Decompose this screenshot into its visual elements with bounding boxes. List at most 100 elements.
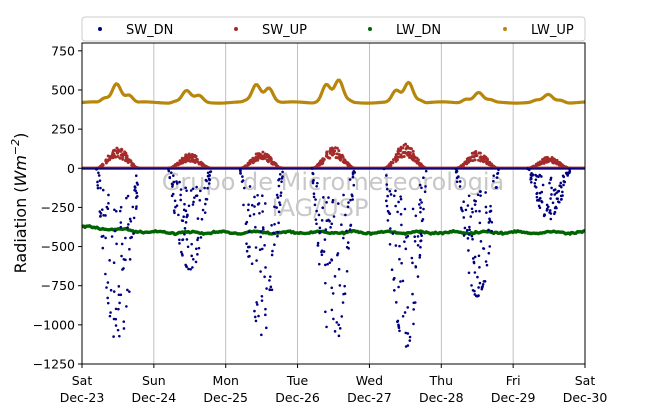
SW_DN-point xyxy=(312,195,316,199)
SW_DN-point xyxy=(253,195,256,199)
SW_DN-point xyxy=(384,174,388,177)
y-tick-label: 750 xyxy=(51,43,75,58)
SW_DN-point xyxy=(393,276,396,280)
SW_DN-point xyxy=(318,230,322,234)
SW_DN-point xyxy=(205,179,208,183)
SW_DN-point xyxy=(389,227,392,230)
SW_DN-point xyxy=(320,249,324,252)
SW_DN-point xyxy=(183,232,186,236)
SW_DN-point xyxy=(353,171,357,174)
SW_DN-point xyxy=(416,243,420,247)
SW_UP-point xyxy=(396,149,400,153)
SW_DN-point xyxy=(196,217,200,220)
SW_DN-point xyxy=(187,267,190,271)
SW_DN-point xyxy=(250,262,254,266)
SW_UP-point xyxy=(131,163,135,167)
x-tick-weekday: Fri xyxy=(506,373,521,388)
SW_DN-point xyxy=(260,299,264,302)
SW_DN-point xyxy=(420,234,423,238)
SW_DN-point xyxy=(561,190,564,194)
SW_UP-point xyxy=(482,154,486,158)
SW_DN-point xyxy=(411,207,415,211)
SW_DN-point xyxy=(124,258,127,262)
SW_DN-point xyxy=(325,201,328,204)
SW_DN-point xyxy=(130,235,133,239)
SW_DN-point xyxy=(122,320,126,323)
SW_DN-point xyxy=(343,284,346,288)
SW_UP-point xyxy=(408,151,412,155)
y-axis: −1250 −1000 −750 −500 −250 0 250 500 750 xyxy=(33,43,82,372)
SW_DN-point xyxy=(182,215,185,219)
SW_DN-point xyxy=(135,191,139,195)
SW_DN-point xyxy=(487,251,491,255)
SW_DN-point xyxy=(474,209,478,213)
SW_UP-point xyxy=(481,160,485,164)
SW_DN-point xyxy=(101,188,105,192)
SW_DN-point xyxy=(173,199,177,203)
SW_DN-point xyxy=(411,292,414,296)
SW_DN-point xyxy=(551,201,555,205)
SW_UP-point xyxy=(260,157,264,161)
SW_DN-point xyxy=(403,207,407,211)
SW_DN-point xyxy=(422,207,425,211)
SW_UP-point xyxy=(551,157,555,161)
SW_DN-point xyxy=(253,205,256,208)
SW_DN-point xyxy=(259,270,262,273)
SW_DN-point xyxy=(481,282,485,286)
y-tick-label: 250 xyxy=(51,122,75,137)
SW_DN-point xyxy=(119,221,123,224)
SW_DN-point xyxy=(393,289,396,292)
SW_UP-point xyxy=(178,161,182,165)
SW_DN-point xyxy=(527,167,530,171)
SW_DN-point xyxy=(531,173,535,176)
SW_DN-point xyxy=(118,301,121,305)
SW_DN-point xyxy=(408,339,412,342)
legend-label-LW_UP: LW_UP xyxy=(531,23,574,38)
SW_DN-point xyxy=(106,296,109,300)
SW_DN-point xyxy=(404,345,408,348)
SW_DN-point xyxy=(562,175,566,179)
SW_DN-point xyxy=(206,171,210,175)
SW_DN-point xyxy=(394,244,398,247)
SW_UP-point xyxy=(331,153,335,157)
SW_DN-point xyxy=(315,209,318,213)
SW_DN-point xyxy=(114,307,118,311)
x-tick-date: Dec-25 xyxy=(203,390,248,405)
SW_DN-point xyxy=(326,262,329,266)
SW_DN-point xyxy=(477,254,481,258)
SW_DN-point xyxy=(254,246,258,249)
SW_UP-point xyxy=(542,160,546,164)
SW_DN-point xyxy=(129,219,133,223)
SW_DN-point xyxy=(473,255,477,259)
y-tick-label: 500 xyxy=(51,82,75,97)
SW_DN-point xyxy=(316,241,320,245)
SW_DN-point xyxy=(265,326,268,330)
SW_DN-point xyxy=(199,236,203,239)
SW_DN-point xyxy=(261,194,264,198)
SW_DN-point xyxy=(177,213,180,217)
SW_DN-point xyxy=(209,170,213,173)
SW_DN-point xyxy=(106,301,110,305)
SW_UP-point xyxy=(201,163,205,167)
SW_DN-point xyxy=(394,204,397,208)
SW_DN-point xyxy=(275,193,279,197)
SW_DN-point xyxy=(398,244,401,248)
SW_DN-point xyxy=(399,197,403,201)
SW_DN-point xyxy=(422,176,425,180)
SW_DN-point xyxy=(401,279,405,283)
SW_DN-point xyxy=(310,166,314,170)
SW_DN-point xyxy=(488,219,492,223)
SW_UP-point xyxy=(479,156,483,160)
SW_UP-point xyxy=(399,145,403,149)
y-axis-title: Radiation (Wm−2) xyxy=(9,133,30,274)
SW_DN-point xyxy=(397,200,400,204)
SW_UP-point xyxy=(391,158,395,162)
SW_DN-point xyxy=(277,210,281,214)
SW_UP-point xyxy=(197,162,201,166)
SW_DN-point xyxy=(386,219,390,222)
SW_DN-point xyxy=(185,238,189,241)
SW_DN-point xyxy=(418,256,422,259)
SW_DN-point xyxy=(462,200,465,204)
legend-label-SW_UP: SW_UP xyxy=(262,23,307,38)
SW_DN-point xyxy=(178,238,181,242)
